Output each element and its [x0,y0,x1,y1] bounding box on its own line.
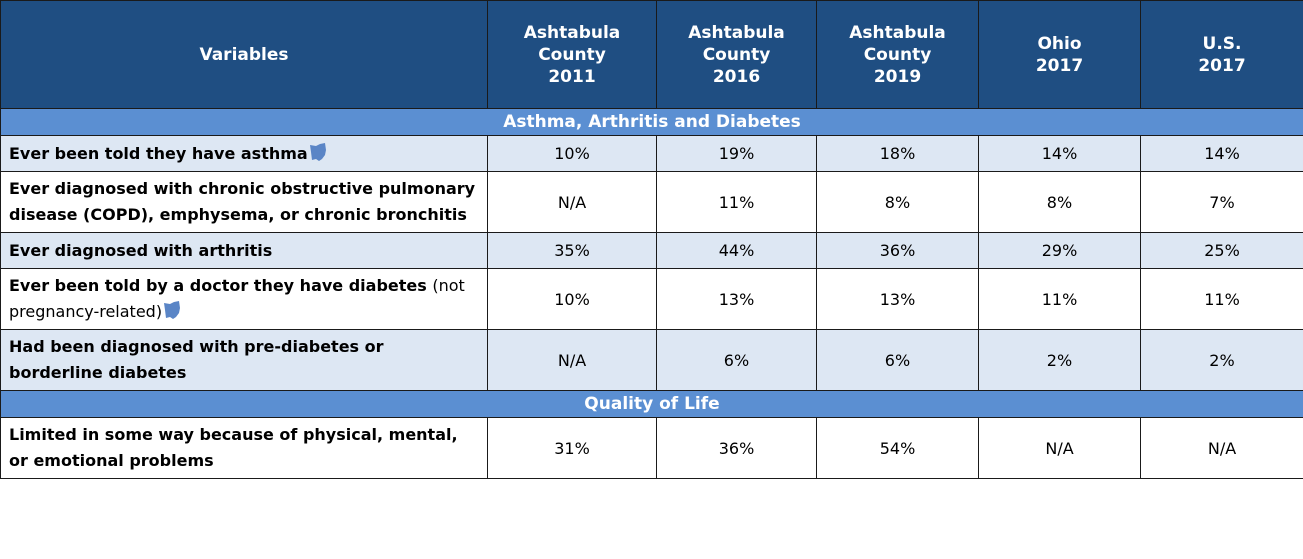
value-cell: 10% [487,135,657,172]
row-label: Ever been told by a doctor they have dia… [0,268,488,330]
value-cell: 18% [816,135,979,172]
value-cell: 11% [978,268,1141,330]
value-cell: 36% [656,417,817,479]
column-header: Ashtabula County 2019 [816,0,979,109]
value-cell: 13% [656,268,817,330]
ohio-icon [162,301,183,321]
table-body: Asthma, Arthritis and Diabetes Ever been … [0,108,1303,479]
header-row: Variables Ashtabula County 2011 Ashtabula … [0,0,1303,109]
ohio-icon [308,142,329,163]
value-cell: 6% [816,329,979,391]
value-cell: 8% [978,171,1141,233]
value-cell: 29% [978,232,1141,269]
value-cell: 44% [656,232,817,269]
section-row: Quality of Life [0,390,1303,418]
table-row: Limited in some way because of physical,… [0,417,1303,479]
row-label: Limited in some way because of physical,… [0,417,488,479]
column-header-text: U.S. 2017 [1198,33,1246,76]
label-text: Limited in some way because of physical,… [9,425,458,470]
column-header: Ohio 2017 [978,0,1141,109]
column-header: Ashtabula County 2011 [487,0,657,109]
row-label: Ever diagnosed with chronic obstructive … [0,171,488,233]
value-cell: 6% [656,329,817,391]
value-cell: 54% [816,417,979,479]
value-cell: 2% [978,329,1141,391]
label-text: Ever been told they have asthma [9,143,308,163]
label-text: Ever diagnosed with arthritis [9,240,273,260]
value-cell: N/A [1140,417,1303,479]
value-cell: N/A [487,171,657,233]
value-cell: 36% [816,232,979,269]
row-label: Ever been told they have asthma [0,135,488,172]
value-cell: 14% [1140,135,1303,172]
value-cell: 10% [487,268,657,330]
column-header-text: Ashtabula County 2019 [849,22,946,87]
value-cell: 2% [1140,329,1303,391]
section-title: Asthma, Arthritis and Diabetes [0,108,1303,136]
value-cell: N/A [978,417,1141,479]
table-row: Had been diagnosed with pre-diabetes or … [0,329,1303,391]
value-cell: 8% [816,171,979,233]
value-cell: 31% [487,417,657,479]
table-row: Ever diagnosed with chronic obstructive … [0,171,1303,233]
label-text: Ever been told by a doctor they have dia… [9,276,427,295]
column-header-text: Ashtabula County 2011 [523,22,621,87]
section-title: Quality of Life [0,390,1303,418]
label-text: Ever diagnosed with chronic obstructive … [9,179,476,224]
column-header-text: Ashtabula County 2016 [688,22,785,87]
ohio-shape [309,142,326,161]
value-cell: 13% [816,268,979,330]
row-label: Ever diagnosed with arthritis [0,232,488,269]
value-cell: 11% [656,171,817,233]
value-cell: 19% [656,135,817,172]
label-note: (not pregnancy-related) [9,276,465,321]
value-cell: 7% [1140,171,1303,233]
column-header-text: Variables [199,44,289,65]
row-label: Had been diagnosed with pre-diabetes or … [0,329,488,391]
label-text: Had been diagnosed with pre-diabetes or … [9,337,384,382]
value-cell: 14% [978,135,1141,172]
column-header-text: Ohio 2017 [1035,33,1084,76]
table-row: Ever been told by a doctor they have dia… [0,268,1303,330]
column-header: U.S. 2017 [1140,0,1303,109]
table-row: Ever been told they have asthma 10% 19% 18%… [0,135,1303,172]
data-table: Variables Ashtabula County 2011 Ashtabula … [0,0,1303,479]
value-cell: 25% [1140,232,1303,269]
value-cell: 35% [487,232,657,269]
table-row: Ever diagnosed with arthritis 35% 44% 36% 29… [0,232,1303,269]
column-header: Ashtabula County 2016 [656,0,817,109]
section-row: Asthma, Arthritis and Diabetes [0,108,1303,136]
column-header: Variables [0,0,488,109]
value-cell: 11% [1140,268,1303,330]
value-cell: N/A [487,329,657,391]
ohio-shape [164,301,181,319]
